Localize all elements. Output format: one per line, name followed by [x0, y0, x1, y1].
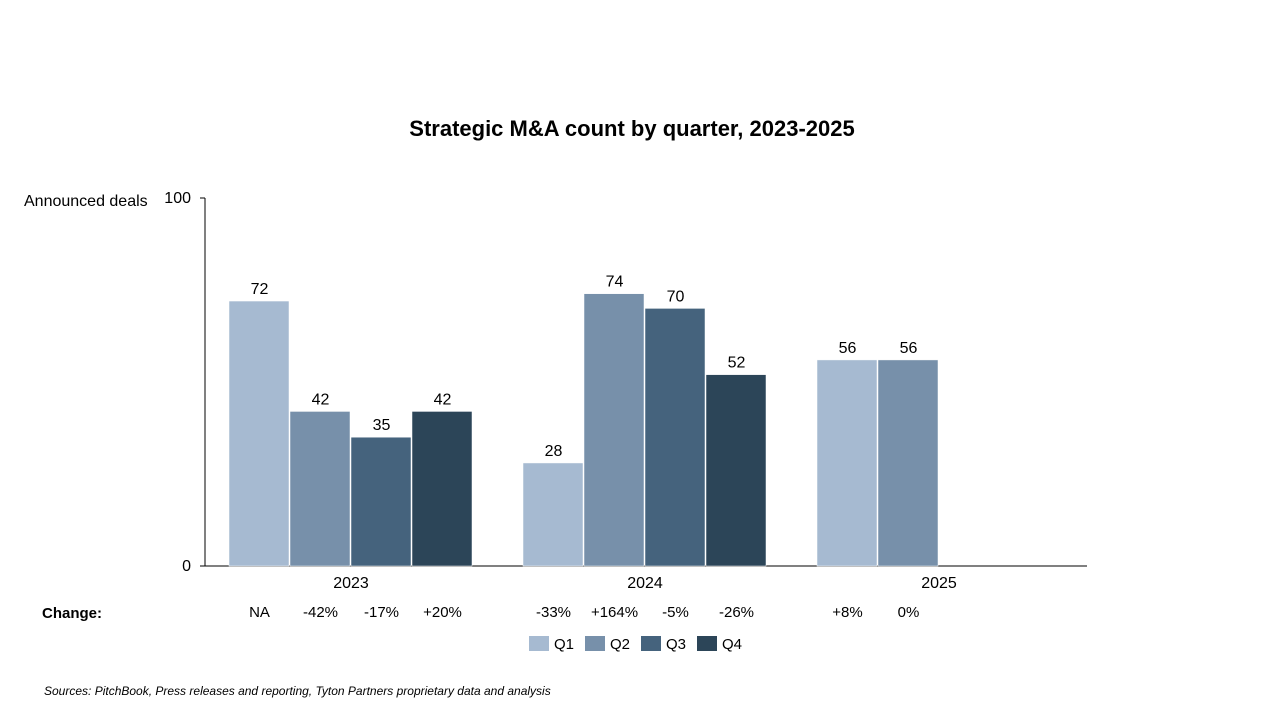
bars-group	[228, 293, 939, 567]
bar-value-label: 42	[312, 391, 330, 408]
bar	[228, 300, 290, 567]
bar	[522, 462, 584, 567]
chart-title: Strategic M&A count by quarter, 2023-202…	[409, 116, 854, 141]
bar-value-label: 56	[900, 340, 918, 357]
legend: Q1 Q2 Q3 Q4	[529, 636, 742, 653]
source-note: Sources: PitchBook, Press releases and r…	[44, 684, 551, 698]
x-tick-label: 2025	[921, 575, 957, 592]
bar	[644, 308, 706, 567]
change-value: -26%	[719, 604, 754, 621]
y-axis-label: Announced deals	[24, 193, 148, 210]
bar-value-label: 35	[373, 417, 391, 434]
change-value: 0%	[898, 604, 920, 621]
change-heading: Change:	[42, 605, 102, 622]
x-tick-label: 2023	[333, 575, 369, 592]
legend-swatch	[697, 636, 717, 651]
legend-label: Q3	[666, 636, 686, 653]
legend-swatch	[585, 636, 605, 651]
bar	[583, 293, 645, 567]
legend-swatch	[529, 636, 549, 651]
legend-label: Q2	[610, 636, 630, 653]
y-tick-label: 100	[164, 190, 191, 207]
bar-value-label: 42	[434, 391, 452, 408]
bar-value-label: 28	[545, 443, 563, 460]
bar	[705, 374, 767, 567]
bar-value-label: 70	[667, 288, 685, 305]
bar-value-label: 74	[606, 274, 624, 291]
bar	[350, 436, 412, 567]
change-value: -33%	[536, 604, 571, 621]
bar	[816, 359, 878, 567]
change-value: -17%	[364, 604, 399, 621]
legend-swatch	[641, 636, 661, 651]
change-value: +20%	[423, 604, 462, 621]
x-tick-labels-group: 2023 2024 2025	[333, 575, 957, 592]
change-value: +164%	[591, 604, 638, 621]
change-value: -5%	[662, 604, 689, 621]
legend-label: Q4	[722, 636, 742, 653]
bar-value-label: 52	[728, 355, 746, 372]
bar	[877, 359, 939, 567]
legend-label: Q1	[554, 636, 574, 653]
bar	[411, 411, 473, 567]
change-value: -42%	[303, 604, 338, 621]
y-tick-label: 0	[182, 558, 191, 575]
bar	[289, 411, 351, 567]
bar-labels-group: 72 28 56 42 74 56 35 70 42 52	[251, 274, 918, 460]
bar-value-label: 72	[251, 281, 269, 298]
change-value: NA	[249, 604, 270, 621]
change-values-group: NA -42% -17% +20% -33% +164% -5% -26% +8% 0%	[249, 604, 919, 621]
change-value: +8%	[832, 604, 862, 621]
x-tick-label: 2024	[627, 575, 663, 592]
bar-value-label: 56	[839, 340, 857, 357]
